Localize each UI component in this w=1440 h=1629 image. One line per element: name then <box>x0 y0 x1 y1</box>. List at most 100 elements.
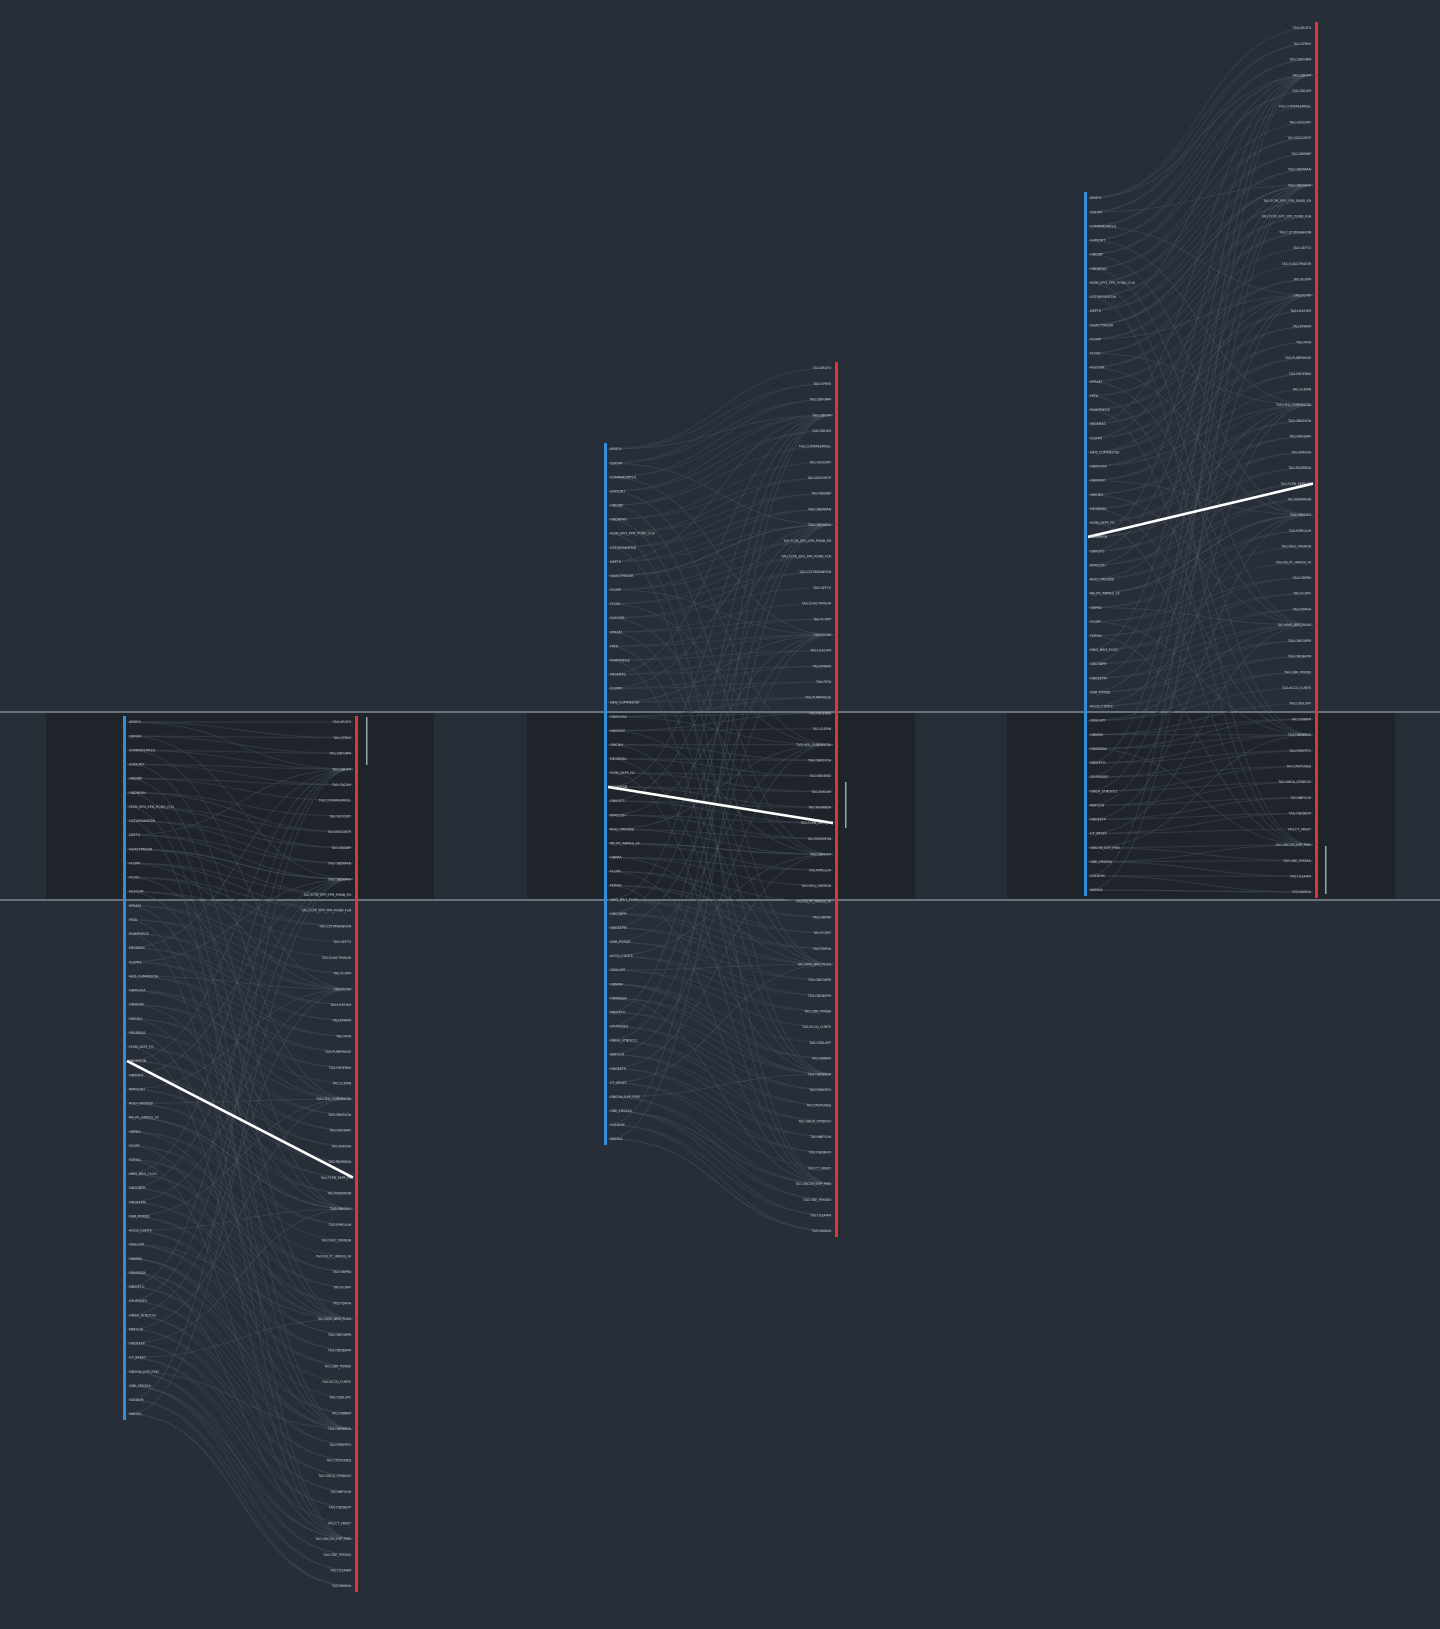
sankey-link[interactable] <box>607 997 834 1075</box>
sankey-link[interactable] <box>126 890 354 943</box>
sankey-link[interactable] <box>607 414 834 563</box>
sankey-link[interactable] <box>607 1039 834 1122</box>
sankey-link[interactable] <box>126 933 354 1006</box>
sankey-link[interactable] <box>1087 388 1314 482</box>
sankey-link[interactable] <box>126 1173 354 1304</box>
sankey-link[interactable] <box>126 1159 354 1289</box>
sankey-link[interactable] <box>126 862 354 896</box>
sankey-link[interactable] <box>1087 451 1314 538</box>
sankey-link[interactable] <box>607 899 834 934</box>
sankey-link[interactable] <box>1087 58 1314 227</box>
sankey-link[interactable] <box>126 1215 354 1351</box>
sankey-link[interactable] <box>1087 200 1314 340</box>
sankey-link[interactable] <box>607 618 834 647</box>
sankey-link[interactable] <box>607 963 834 1084</box>
band-scroll-indicator[interactable] <box>1325 846 1327 894</box>
sankey-link[interactable] <box>607 963 834 971</box>
sankey-link[interactable] <box>126 1286 354 1446</box>
sankey-link[interactable] <box>126 1201 354 1336</box>
sankey-link[interactable] <box>126 777 354 1210</box>
sankey-link[interactable] <box>126 721 354 770</box>
right-node-bar[interactable] <box>835 362 838 1237</box>
sankey-link[interactable] <box>607 477 834 535</box>
sankey-link[interactable] <box>126 1098 354 1104</box>
sankey-link[interactable] <box>1087 74 1314 651</box>
sankey-link[interactable] <box>1087 624 1314 665</box>
sankey-link[interactable] <box>1087 734 1314 764</box>
sankey-link[interactable] <box>126 768 354 1288</box>
sankey-link[interactable] <box>126 862 354 990</box>
highlighted-link[interactable] <box>607 785 834 825</box>
sankey-link[interactable] <box>607 540 834 577</box>
sankey-link[interactable] <box>607 1053 834 1138</box>
sankey-link[interactable] <box>1087 750 1314 778</box>
sankey-link[interactable] <box>126 768 354 1062</box>
sankey-link[interactable] <box>1087 404 1314 496</box>
sankey-link[interactable] <box>607 649 834 661</box>
sankey-link[interactable] <box>1087 514 1314 595</box>
sankey-link[interactable] <box>126 1272 354 1540</box>
sankey-link[interactable] <box>607 927 834 965</box>
sankey-link[interactable] <box>1087 225 1314 296</box>
sankey-link[interactable] <box>607 462 834 526</box>
sankey-link[interactable] <box>1087 184 1314 665</box>
sankey-link[interactable] <box>607 884 834 934</box>
sankey-link[interactable] <box>607 856 834 871</box>
sankey-link[interactable] <box>1087 781 1314 792</box>
sankey-link[interactable] <box>126 763 354 770</box>
sankey-link[interactable] <box>1087 231 1314 369</box>
sankey-link[interactable] <box>1087 498 1314 580</box>
sankey-link[interactable] <box>607 1110 834 1216</box>
sankey-link[interactable] <box>607 492 834 535</box>
right-node-bar[interactable] <box>355 716 358 1592</box>
sankey-link[interactable] <box>126 834 354 864</box>
sankey-link[interactable] <box>126 876 354 912</box>
sankey-link[interactable] <box>1087 655 1314 708</box>
sankey-link[interactable] <box>126 1342 354 1509</box>
sankey-link[interactable] <box>607 1067 834 1138</box>
sankey-link[interactable] <box>607 1067 834 1154</box>
sankey-link[interactable] <box>1087 395 1314 736</box>
sankey-link[interactable] <box>126 1356 354 1524</box>
sankey-link[interactable] <box>126 919 354 974</box>
sankey-link[interactable] <box>1087 373 1314 482</box>
sankey-link[interactable] <box>1087 278 1314 397</box>
sankey-link[interactable] <box>1087 184 1314 439</box>
sankey-link[interactable] <box>1087 404 1314 580</box>
sankey-link[interactable] <box>607 634 834 816</box>
sankey-link[interactable] <box>126 749 354 755</box>
sankey-link[interactable] <box>126 947 354 1006</box>
sankey-link[interactable] <box>126 1187 354 1320</box>
sankey-link[interactable] <box>126 878 354 1302</box>
sankey-link[interactable] <box>1087 253 1314 516</box>
sankey-link[interactable] <box>607 634 834 703</box>
sankey-link[interactable] <box>607 870 834 903</box>
sankey-link[interactable] <box>607 786 834 793</box>
sankey-link[interactable] <box>607 744 834 830</box>
sankey-link[interactable] <box>126 1088 354 1179</box>
sankey-link[interactable] <box>607 1039 834 1107</box>
left-node-bar[interactable] <box>1084 192 1087 896</box>
sankey-link[interactable] <box>1087 137 1314 284</box>
sankey-link[interactable] <box>126 975 354 1037</box>
sankey-link[interactable] <box>607 983 834 1044</box>
sankey-link[interactable] <box>126 1300 354 1461</box>
sankey-link[interactable] <box>126 1130 354 1241</box>
sankey-link[interactable] <box>126 848 354 880</box>
sankey-link[interactable] <box>1087 748 1314 846</box>
sankey-link[interactable] <box>126 989 354 1069</box>
sankey-link[interactable] <box>607 571 834 605</box>
sankey-link[interactable] <box>1087 514 1314 594</box>
sankey-link[interactable] <box>126 806 354 849</box>
sankey-link[interactable] <box>607 430 834 506</box>
sankey-link[interactable] <box>1087 640 1314 679</box>
sankey-link[interactable] <box>126 1328 354 1493</box>
sankey-link[interactable] <box>607 1025 834 1091</box>
sankey-link[interactable] <box>1087 621 1314 736</box>
sankey-link[interactable] <box>126 1102 354 1210</box>
sankey-link[interactable] <box>607 1124 834 1232</box>
sankey-link[interactable] <box>126 878 354 1415</box>
sankey-link[interactable] <box>607 524 834 577</box>
sankey-link[interactable] <box>1087 592 1314 651</box>
sankey-link[interactable] <box>1087 184 1314 552</box>
